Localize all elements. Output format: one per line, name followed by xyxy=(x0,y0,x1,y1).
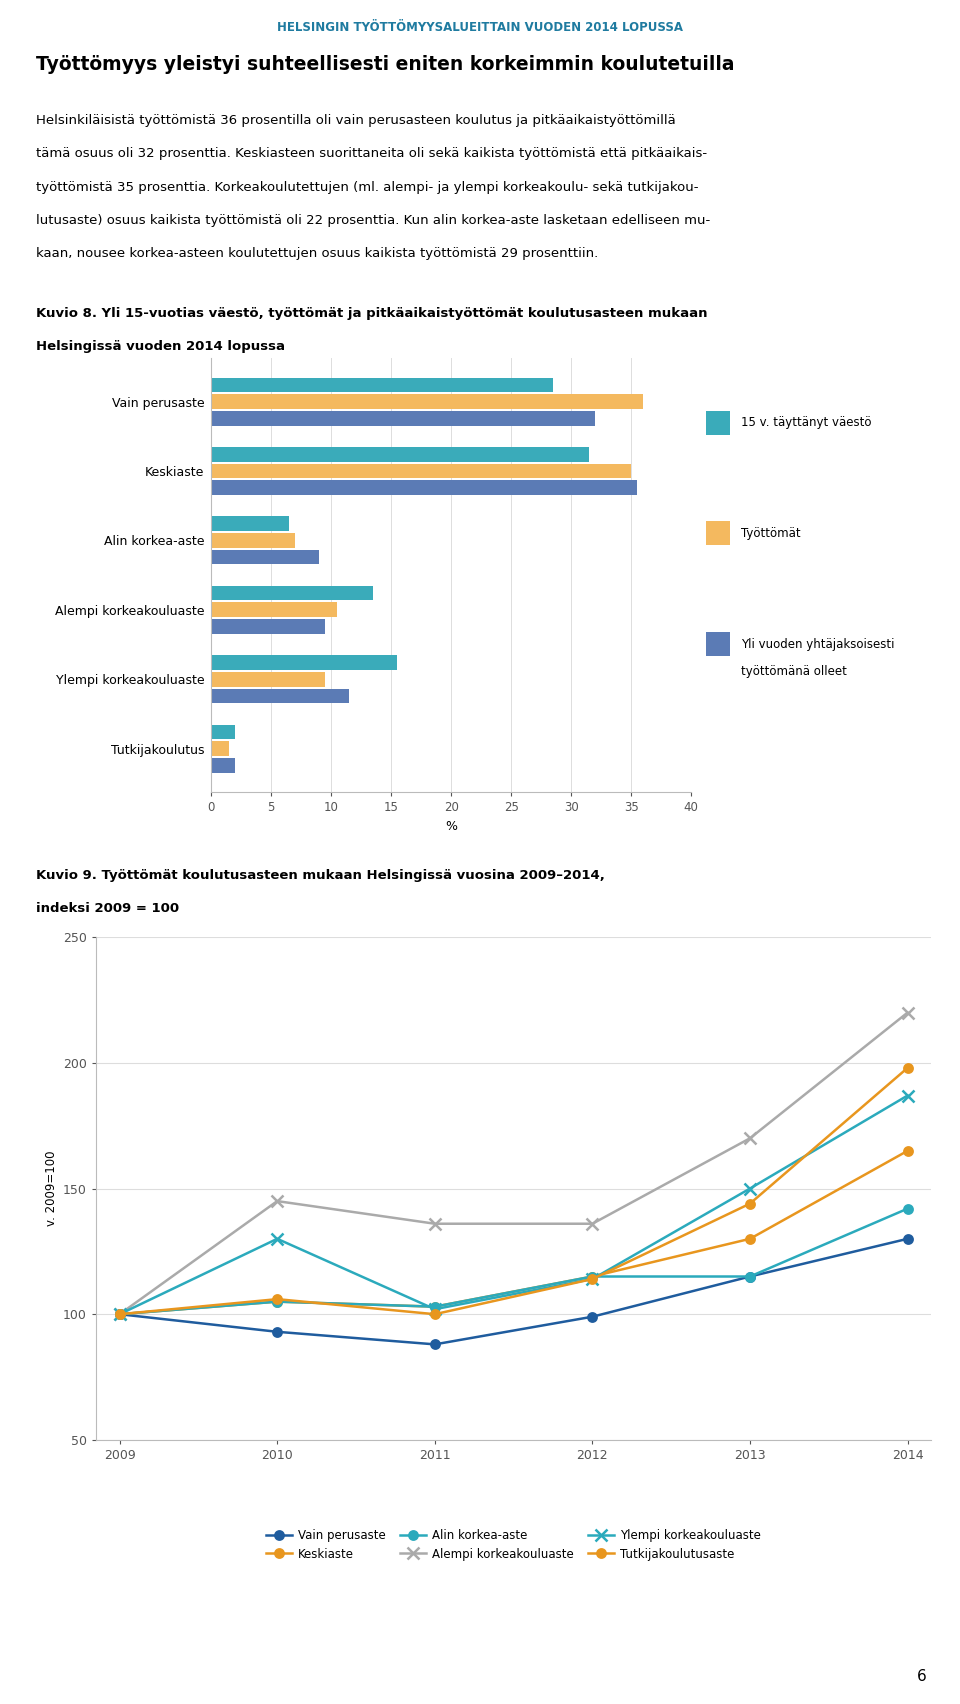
Text: työttömistä 35 prosenttia. Korkeakoulutettujen (ml. alempi- ja ylempi korkeakoul: työttömistä 35 prosenttia. Korkeakoulute… xyxy=(36,181,699,194)
Bar xyxy=(211,446,589,462)
Y-axis label: v. 2009=100: v. 2009=100 xyxy=(44,1150,58,1227)
Text: Työttömät: Työttömät xyxy=(741,527,801,540)
Bar xyxy=(211,533,296,547)
X-axis label: %: % xyxy=(445,820,457,833)
Text: kaan, nousee korkea-asteen koulutettujen osuus kaikista työttömistä 29 prosentti: kaan, nousee korkea-asteen koulutettujen… xyxy=(36,247,599,261)
Bar xyxy=(211,688,349,704)
Text: Yli vuoden yhtäjaksoisesti: Yli vuoden yhtäjaksoisesti xyxy=(741,637,895,651)
Text: 15 v. täyttänyt väestö: 15 v. täyttänyt väestö xyxy=(741,416,872,429)
Bar xyxy=(211,671,325,687)
Bar xyxy=(211,603,337,617)
Text: HELSINGIN TYÖTTÖMYYSALUEITTAIN VUODEN 2014 LOPUSSA: HELSINGIN TYÖTTÖMYYSALUEITTAIN VUODEN 20… xyxy=(277,20,683,34)
Text: työttömänä olleet: työttömänä olleet xyxy=(741,665,847,678)
Text: 6: 6 xyxy=(917,1668,926,1684)
Bar xyxy=(211,463,632,479)
Bar xyxy=(211,724,235,740)
Text: Kuvio 9. Työttömät koulutusasteen mukaan Helsingissä vuosina 2009–2014,: Kuvio 9. Työttömät koulutusasteen mukaan… xyxy=(36,869,606,883)
Bar xyxy=(211,758,235,772)
Text: Helsingissä vuoden 2014 lopussa: Helsingissä vuoden 2014 lopussa xyxy=(36,341,285,353)
Bar xyxy=(211,619,325,634)
Text: indeksi 2009 = 100: indeksi 2009 = 100 xyxy=(36,903,180,915)
Bar xyxy=(211,656,397,670)
Bar xyxy=(211,481,637,494)
Text: tämä osuus oli 32 prosenttia. Keskiasteen suorittaneita oli sekä kaikista työttö: tämä osuus oli 32 prosenttia. Keskiastee… xyxy=(36,147,708,160)
Bar xyxy=(211,516,289,532)
Text: Työttömyys yleistyi suhteellisesti eniten korkeimmin koulutetuilla: Työttömyys yleistyi suhteellisesti enite… xyxy=(36,55,735,73)
Bar xyxy=(211,741,229,757)
Bar xyxy=(211,378,553,392)
Legend: Vain perusaste, Keskiaste, Alin korkea-aste, Alempi korkeakouluaste, Ylempi kork: Vain perusaste, Keskiaste, Alin korkea-a… xyxy=(267,1528,760,1561)
Text: Kuvio 8. Yli 15-vuotias väestö, työttömät ja pitkäaikaistyöttömät koulutusasteen: Kuvio 8. Yli 15-vuotias väestö, työttömä… xyxy=(36,307,708,320)
Bar xyxy=(211,550,319,564)
Bar xyxy=(211,394,643,409)
Text: lutusaste) osuus kaikista työttömistä oli 22 prosenttia. Kun alin korkea-aste la: lutusaste) osuus kaikista työttömistä ol… xyxy=(36,213,710,227)
Text: Helsinkiläisistä työttömistä 36 prosentilla oli vain perusasteen koulutus ja pit: Helsinkiläisistä työttömistä 36 prosenti… xyxy=(36,114,676,128)
Bar xyxy=(211,586,373,600)
Bar xyxy=(211,411,595,426)
